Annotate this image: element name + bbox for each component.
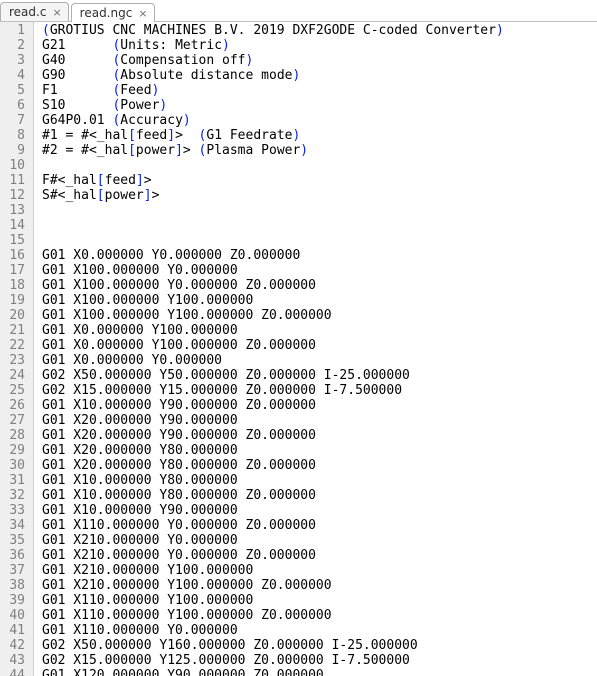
code-line: S#<_hal[power]> xyxy=(42,188,504,203)
code-line: G01 X100.000000 Y100.000000 xyxy=(42,293,504,308)
code-line: F#<_hal[feed]> xyxy=(42,173,504,188)
line-number: 39 xyxy=(4,593,25,608)
line-number: 5 xyxy=(4,83,25,98)
line-number: 3 xyxy=(4,53,25,68)
tab-read-ngc[interactable]: read.ngc × xyxy=(71,3,155,22)
line-number: 11 xyxy=(4,173,25,188)
code-line: G01 X20.000000 Y80.000000 xyxy=(42,443,504,458)
code-line: G01 X110.000000 Y0.000000 Z0.000000 xyxy=(42,518,504,533)
line-number: 29 xyxy=(4,443,25,458)
line-number: 31 xyxy=(4,473,25,488)
code-line: G01 X0.000000 Y100.000000 Z0.000000 xyxy=(42,338,504,353)
code-line xyxy=(42,203,504,218)
code-line: #2 = #<_hal[power]> (Plasma Power) xyxy=(42,143,504,158)
code-line: G01 X110.000000 Y100.000000 xyxy=(42,593,504,608)
code-line: G90 (Absolute distance mode) xyxy=(42,68,504,83)
line-number-gutter: 1234567891011121314151617181920212223242… xyxy=(0,22,34,676)
code-line: G01 X0.000000 Y100.000000 xyxy=(42,323,504,338)
tab-label: read.c xyxy=(9,5,46,19)
line-number: 43 xyxy=(4,653,25,668)
line-number: 36 xyxy=(4,548,25,563)
code-line: G40 (Compensation off) xyxy=(42,53,504,68)
code-line: G01 X100.000000 Y0.000000 xyxy=(42,263,504,278)
code-line: #1 = #<_hal[feed]> (G1 Feedrate) xyxy=(42,128,504,143)
code-line: G01 X210.000000 Y100.000000 xyxy=(42,563,504,578)
code-line xyxy=(42,218,504,233)
line-number: 26 xyxy=(4,398,25,413)
line-number: 2 xyxy=(4,38,25,53)
code-line: G01 X110.000000 Y100.000000 Z0.000000 xyxy=(42,608,504,623)
code-line: G01 X210.000000 Y0.000000 xyxy=(42,533,504,548)
code-line: F1 (Feed) xyxy=(42,83,504,98)
code-line: G02 X15.000000 Y15.000000 Z0.000000 I-7.… xyxy=(42,383,504,398)
line-number: 25 xyxy=(4,383,25,398)
line-number: 28 xyxy=(4,428,25,443)
code-line xyxy=(42,158,504,173)
tab-read-c[interactable]: read.c × xyxy=(0,2,69,21)
line-number: 40 xyxy=(4,608,25,623)
code-line: G02 X15.000000 Y125.000000 Z0.000000 I-7… xyxy=(42,653,504,668)
line-number: 27 xyxy=(4,413,25,428)
code-line: G01 X110.000000 Y0.000000 xyxy=(42,623,504,638)
code-line: G01 X20.000000 Y90.000000 Z0.000000 xyxy=(42,428,504,443)
line-number: 15 xyxy=(4,233,25,248)
line-number: 18 xyxy=(4,278,25,293)
code-line: G21 (Units: Metric) xyxy=(42,38,504,53)
code-line: G01 X0.000000 Y0.000000 Z0.000000 xyxy=(42,248,504,263)
line-number: 30 xyxy=(4,458,25,473)
code-line xyxy=(42,233,504,248)
line-number: 12 xyxy=(4,188,25,203)
code-line: G01 X100.000000 Y0.000000 Z0.000000 xyxy=(42,278,504,293)
code-line: G01 X10.000000 Y80.000000 xyxy=(42,473,504,488)
line-number: 13 xyxy=(4,203,25,218)
code-line: G01 X20.000000 Y90.000000 xyxy=(42,413,504,428)
code-line: G01 X100.000000 Y100.000000 Z0.000000 xyxy=(42,308,504,323)
code-line: G01 X120.000000 Y90.000000 Z0.000000 xyxy=(42,668,504,676)
line-number: 19 xyxy=(4,293,25,308)
line-number: 20 xyxy=(4,308,25,323)
line-number: 8 xyxy=(4,128,25,143)
code-line: G01 X0.000000 Y0.000000 xyxy=(42,353,504,368)
line-number: 42 xyxy=(4,638,25,653)
code-line: G01 X10.000000 Y90.000000 Z0.000000 xyxy=(42,398,504,413)
line-number: 6 xyxy=(4,98,25,113)
line-number: 17 xyxy=(4,263,25,278)
tab-label: read.ngc xyxy=(80,6,133,20)
line-number: 37 xyxy=(4,563,25,578)
tab-bar: read.c × read.ngc × xyxy=(0,0,597,22)
line-number: 23 xyxy=(4,353,25,368)
line-number: 7 xyxy=(4,113,25,128)
line-number: 9 xyxy=(4,143,25,158)
code-line: G01 X210.000000 Y0.000000 Z0.000000 xyxy=(42,548,504,563)
line-number: 38 xyxy=(4,578,25,593)
code-line: S10 (Power) xyxy=(42,98,504,113)
line-number: 41 xyxy=(4,623,25,638)
close-icon[interactable]: × xyxy=(138,7,147,20)
line-number: 16 xyxy=(4,248,25,263)
code-line: G02 X50.000000 Y160.000000 Z0.000000 I-2… xyxy=(42,638,504,653)
line-number: 14 xyxy=(4,218,25,233)
code-area[interactable]: (GROTIUS CNC MACHINES B.V. 2019 DXF2GODE… xyxy=(34,22,504,676)
line-number: 4 xyxy=(4,68,25,83)
line-number: 24 xyxy=(4,368,25,383)
code-line: G01 X20.000000 Y80.000000 Z0.000000 xyxy=(42,458,504,473)
close-icon[interactable]: × xyxy=(52,6,61,19)
editor: 1234567891011121314151617181920212223242… xyxy=(0,22,597,676)
line-number: 32 xyxy=(4,488,25,503)
line-number: 1 xyxy=(4,23,25,38)
code-line: G01 X210.000000 Y100.000000 Z0.000000 xyxy=(42,578,504,593)
code-line: (GROTIUS CNC MACHINES B.V. 2019 DXF2GODE… xyxy=(42,23,504,38)
line-number: 21 xyxy=(4,323,25,338)
line-number: 34 xyxy=(4,518,25,533)
code-line: G01 X10.000000 Y90.000000 xyxy=(42,503,504,518)
line-number: 35 xyxy=(4,533,25,548)
code-line: G02 X50.000000 Y50.000000 Z0.000000 I-25… xyxy=(42,368,504,383)
code-line: G64P0.01 (Accuracy) xyxy=(42,113,504,128)
line-number: 22 xyxy=(4,338,25,353)
line-number: 33 xyxy=(4,503,25,518)
line-number: 10 xyxy=(4,158,25,173)
line-number: 44 xyxy=(4,668,25,676)
code-line: G01 X10.000000 Y80.000000 Z0.000000 xyxy=(42,488,504,503)
